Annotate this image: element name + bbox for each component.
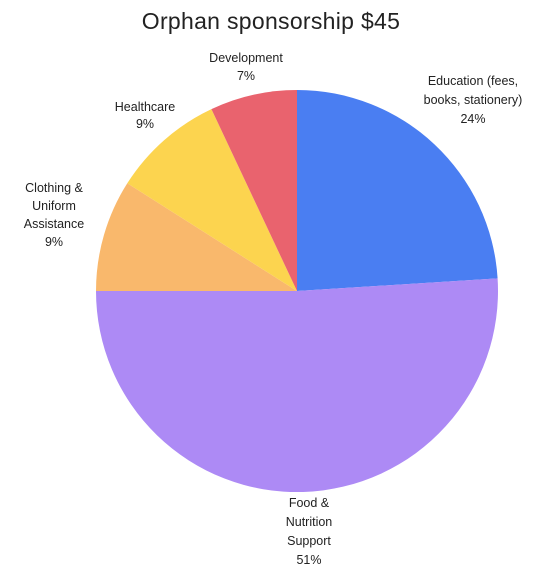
chart-title: Orphan sponsorship $45 — [141, 8, 401, 34]
slice-label: Development 7% — [209, 51, 283, 83]
slice-label: Clothing & Uniform Assistance 9% — [24, 181, 84, 249]
slice-label: Education (fees, books, stationery) 24% — [424, 74, 523, 126]
pie-slice — [297, 90, 498, 291]
pie-slice — [127, 109, 297, 291]
slice-label: Food & Nutrition Support 51% — [286, 496, 333, 567]
pie-slice — [95, 278, 498, 493]
pie-slice — [211, 90, 297, 291]
slice-label: Healthcare 9% — [115, 100, 175, 131]
pie-slice — [96, 183, 297, 291]
